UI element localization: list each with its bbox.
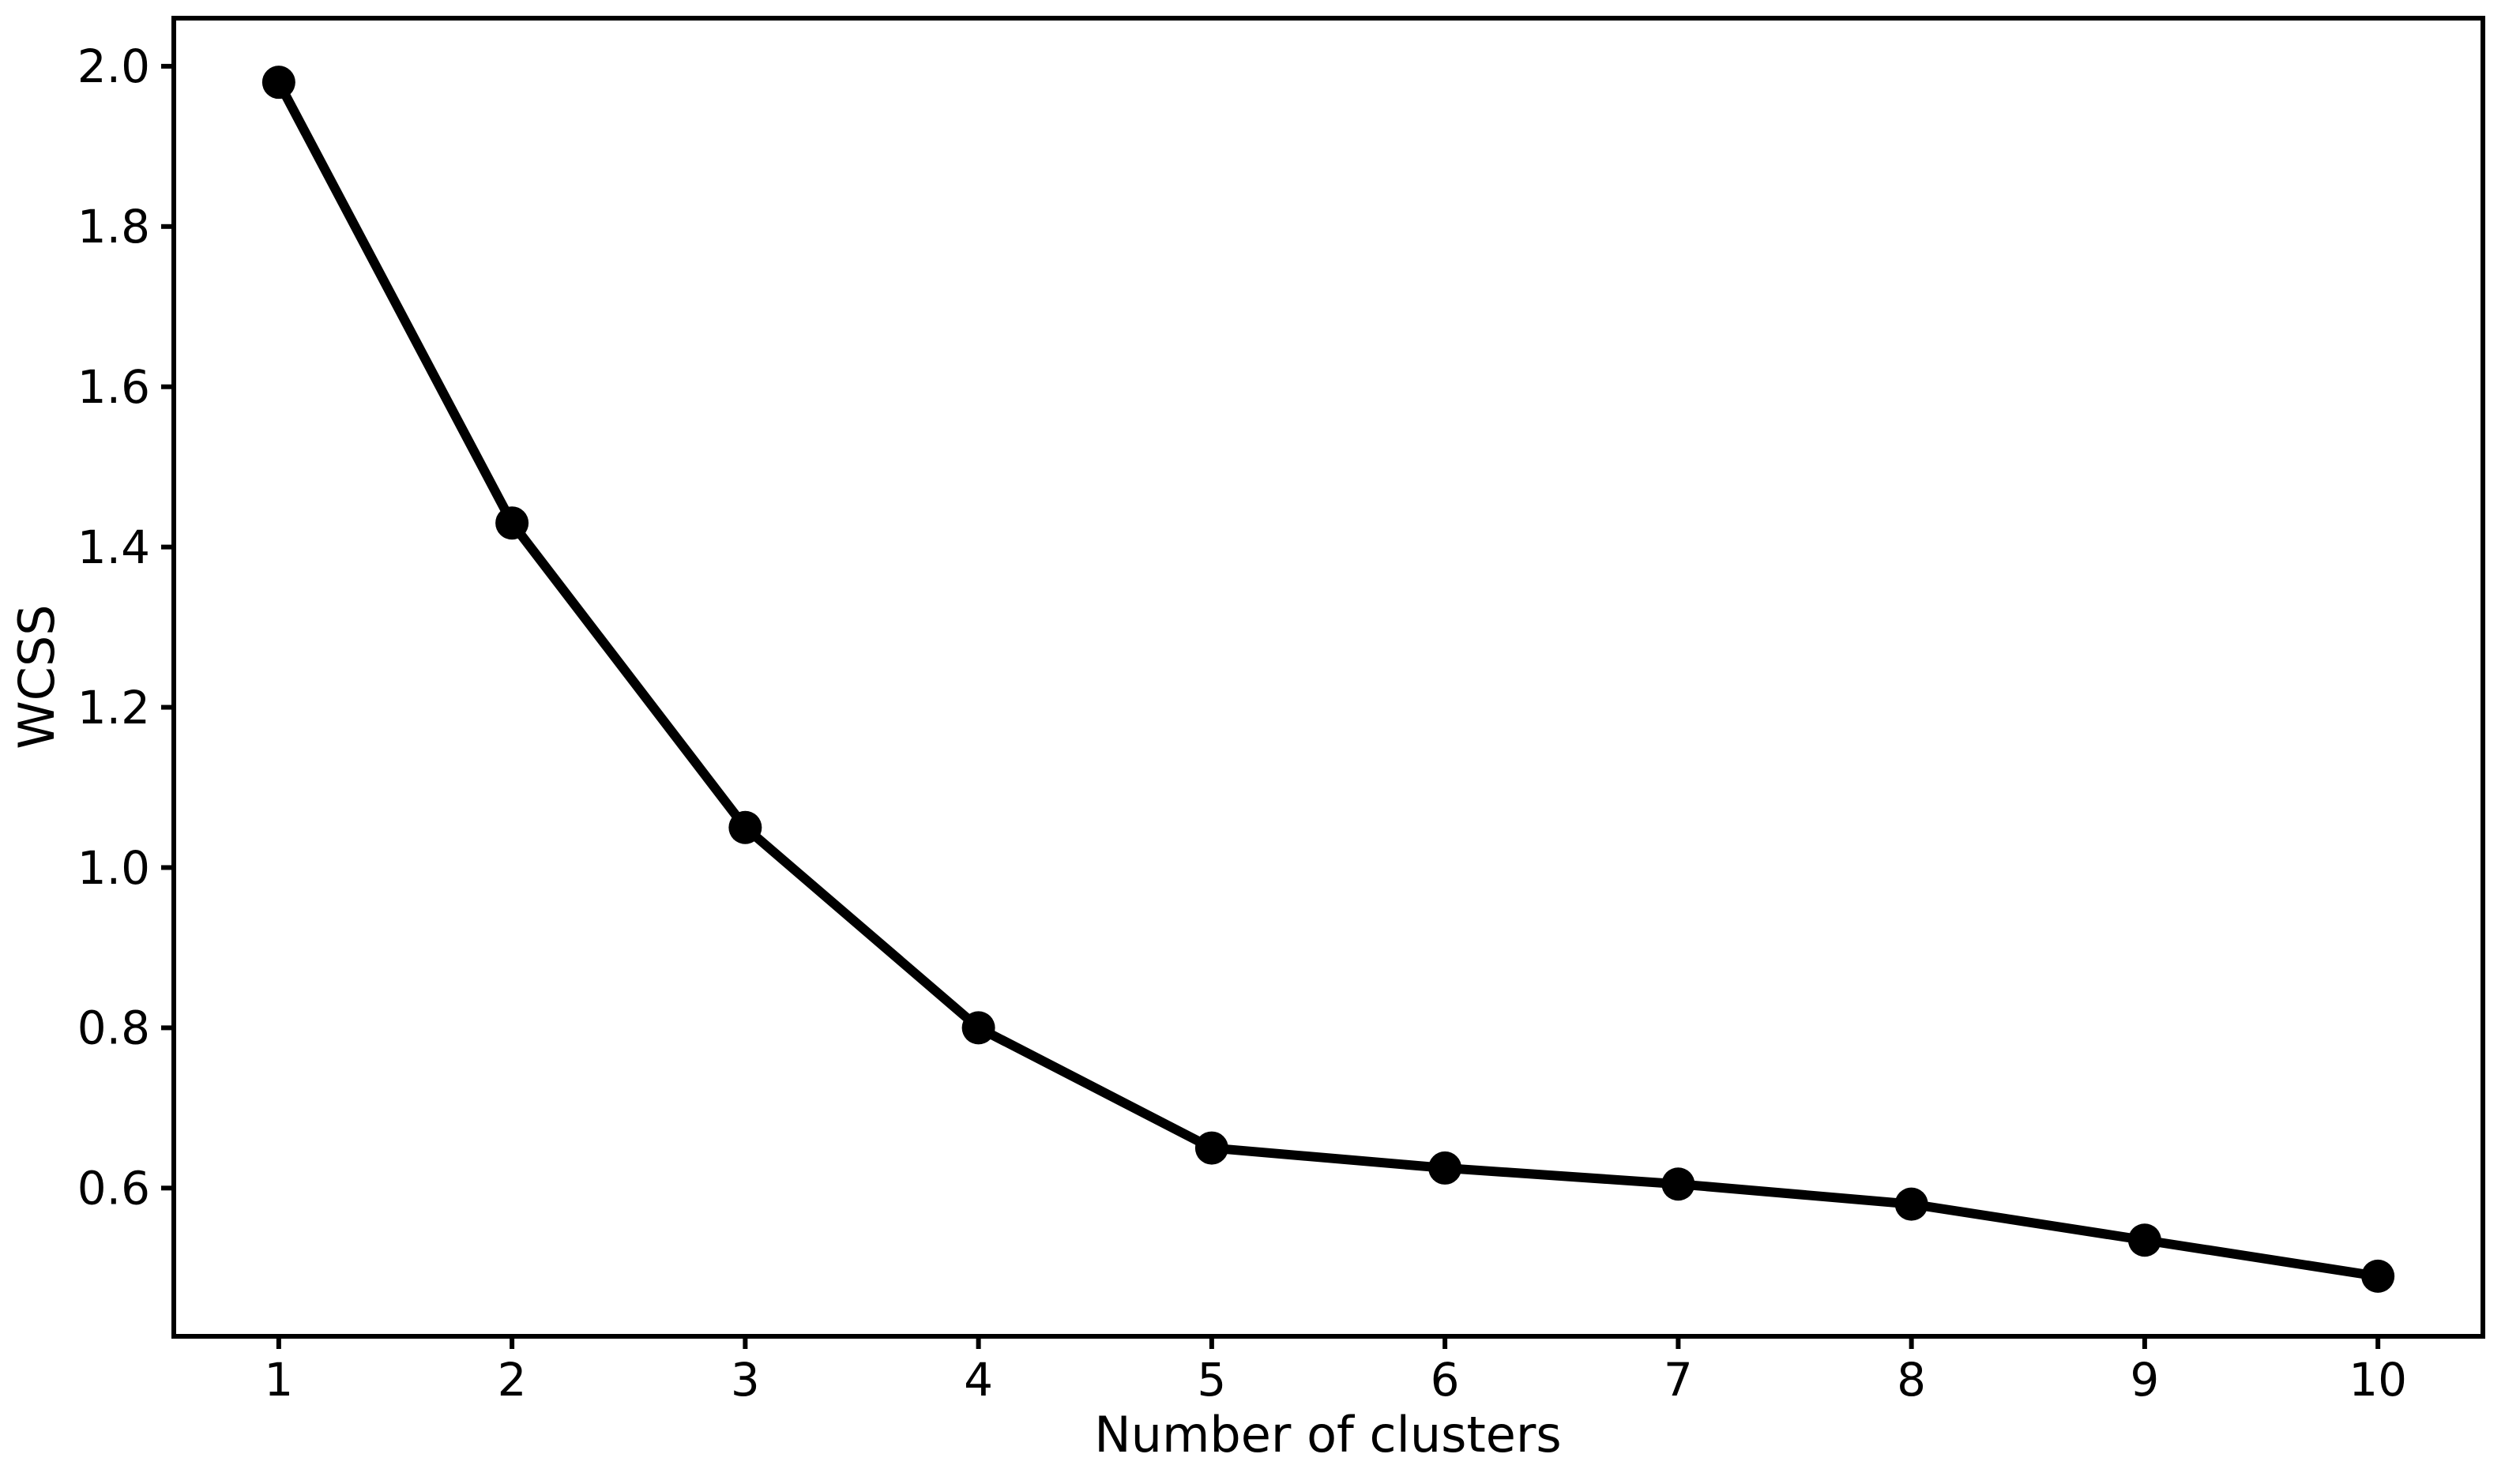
x-tick-label: 8 <box>1897 1353 1926 1407</box>
plot-area-border <box>171 16 2485 1339</box>
y-tick-label: 0.8 <box>77 1001 150 1055</box>
data-point-5 <box>1194 1131 1228 1165</box>
x-tick-label: 9 <box>2130 1353 2159 1407</box>
data-series <box>261 66 2395 1293</box>
y-tick-label: 1.4 <box>77 520 150 574</box>
x-axis-label: Number of clusters <box>1094 1406 1561 1463</box>
y-tick-label: 1.8 <box>77 200 150 254</box>
data-point-9 <box>2127 1223 2161 1257</box>
y-tick-label: 1.6 <box>77 360 150 414</box>
y-tick-label: 2.0 <box>77 39 150 93</box>
x-tick-label: 4 <box>964 1353 993 1407</box>
data-point-7 <box>1661 1167 1695 1201</box>
y-tick-label: 0.6 <box>77 1162 150 1215</box>
y-tick-label: 1.0 <box>77 841 150 895</box>
y-axis-label: WCSS <box>8 604 66 749</box>
series-line <box>273 77 2383 1281</box>
data-point-6 <box>1428 1151 1462 1185</box>
y-tick-label: 1.2 <box>77 681 150 734</box>
x-tick-label: 7 <box>1664 1353 1693 1407</box>
x-tick-label: 6 <box>1431 1353 1460 1407</box>
x-tick-label: 1 <box>264 1353 293 1407</box>
data-point-2 <box>495 506 529 540</box>
data-point-3 <box>728 810 762 844</box>
data-point-8 <box>1894 1187 1928 1221</box>
data-point-4 <box>961 1011 995 1045</box>
x-tick-label: 5 <box>1197 1353 1226 1407</box>
data-point-1 <box>261 66 295 100</box>
data-point-10 <box>2361 1259 2395 1293</box>
x-tick-label: 10 <box>2349 1353 2407 1407</box>
x-tick-label: 3 <box>731 1353 760 1407</box>
x-tick-label: 2 <box>498 1353 527 1407</box>
y-axis-ticks: 0.6 0.8 1.0 1.2 1.4 1.6 1.8 2.0 <box>77 39 174 1215</box>
x-axis-ticks: 1 2 3 4 5 6 7 8 9 10 <box>264 1336 2407 1407</box>
